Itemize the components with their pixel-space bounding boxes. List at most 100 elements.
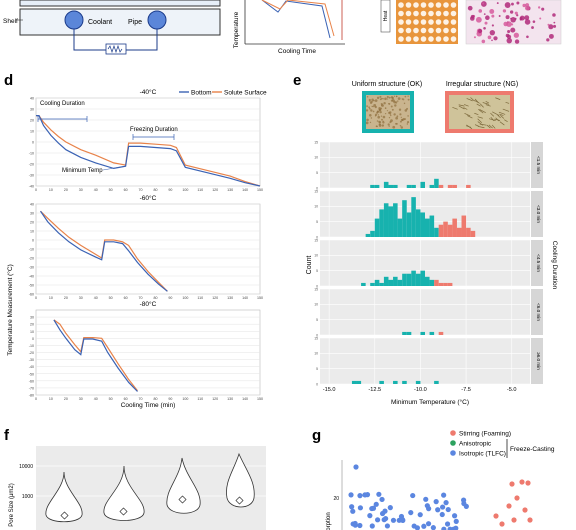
histogram-bar-uniform xyxy=(434,380,439,384)
series-solute-surface xyxy=(40,210,168,292)
tray-hole xyxy=(443,2,449,8)
scatter-point-isotropic xyxy=(453,525,459,530)
facet-y-tick: 0 xyxy=(316,186,318,190)
uniform-speck xyxy=(406,107,409,110)
violin-1-median xyxy=(60,511,69,520)
histo-speck xyxy=(481,39,486,44)
uniform-speck xyxy=(390,96,394,99)
x-tick-label: 140 xyxy=(242,397,248,401)
x-tick-label: 80 xyxy=(153,188,157,192)
x-tick-label: 60 xyxy=(124,188,128,192)
scatter-point-stirring xyxy=(522,507,528,513)
histo-speck xyxy=(489,29,496,36)
histogram-bar-uniform xyxy=(374,184,380,188)
histogram-bar-uniform xyxy=(379,380,384,384)
uniform-speck xyxy=(370,117,373,119)
irregular-fiber xyxy=(482,102,490,105)
histogram-bar-irregular xyxy=(443,282,448,286)
legend-isotropic-label: Isotropic (TLFC) xyxy=(459,451,506,458)
legend-anisotropic-label: Anisotropic xyxy=(459,441,492,448)
tray-hole xyxy=(435,2,442,8)
histogram-bar-uniform xyxy=(425,276,430,286)
irregular-fiber xyxy=(467,115,473,119)
y-tick-label: -60 xyxy=(29,293,34,297)
histo-speck xyxy=(552,13,556,17)
uniform-speck xyxy=(365,121,369,125)
tray-hole xyxy=(450,19,457,25)
facet-bg xyxy=(320,338,530,384)
irregular-fiber xyxy=(499,113,504,116)
histogram-bar-uniform xyxy=(393,203,398,237)
panel-e-x-tick: -10.0 xyxy=(414,387,427,393)
facet-4: 0 5 10 15 <6.0 min xyxy=(314,287,543,337)
scatter-point-isotropic xyxy=(390,517,397,523)
histo-speck xyxy=(496,2,499,5)
x-tick-label: 100 xyxy=(182,296,188,300)
facet-bg xyxy=(320,142,530,188)
x-tick-label: 50 xyxy=(109,188,113,192)
uniform-speck xyxy=(400,126,404,129)
histogram-bar-irregular xyxy=(447,282,453,286)
tray-hole xyxy=(450,2,457,8)
y-tick-label: 40 xyxy=(30,203,34,207)
uniform-speck xyxy=(390,114,392,117)
uniform-speck xyxy=(389,121,392,124)
uniform-speck xyxy=(381,118,383,121)
pipe-left xyxy=(64,10,84,30)
histo-speck xyxy=(548,24,554,30)
x-tick-label: 140 xyxy=(242,296,248,300)
scatter-point-stirring xyxy=(519,479,525,485)
panel-g-ylabel: sorption xyxy=(326,512,332,530)
histogram-bar-uniform xyxy=(411,184,416,188)
y-tick-label: 30 xyxy=(30,316,34,320)
facet-y-tick: 0 xyxy=(316,382,318,386)
uniform-speck xyxy=(379,95,382,98)
series-bottom xyxy=(40,210,168,292)
histogram-bar-irregular xyxy=(438,282,444,286)
irregular-structure-label: Irregular structure (NG) xyxy=(446,81,518,88)
facet-y-tick: 15 xyxy=(314,287,318,291)
scatter-point-isotropic xyxy=(376,491,382,497)
irregular-fiber xyxy=(479,103,484,108)
histo-speck xyxy=(519,18,522,21)
tray-hole xyxy=(413,36,419,42)
facet-bg xyxy=(320,289,530,335)
facet-strip xyxy=(531,289,543,335)
minimum-temp-arrow xyxy=(102,165,127,171)
uniform-speck xyxy=(394,104,397,107)
histo-speck xyxy=(482,2,485,5)
uniform-speck xyxy=(377,115,381,119)
facet-2: 0 5 10 15 <3.0 min xyxy=(314,189,543,239)
histogram-bar-irregular xyxy=(452,184,457,188)
scatter-point-isotropic xyxy=(369,523,375,529)
histo-speck xyxy=(477,28,483,34)
histo-speck xyxy=(553,21,556,24)
histogram-bar-uniform xyxy=(370,184,375,188)
facet-y-tick: 10 xyxy=(314,352,318,356)
x-tick-label: 150 xyxy=(257,296,263,300)
histogram-bar-uniform xyxy=(388,279,394,286)
uniform-speck xyxy=(397,97,401,101)
mini-bottom-curve xyxy=(261,0,331,39)
uniform-speck xyxy=(400,116,402,119)
histogram-bar-uniform xyxy=(374,279,380,286)
tray-hole xyxy=(398,19,404,25)
histogram-bar-uniform xyxy=(397,218,403,237)
uniform-speck xyxy=(396,115,399,118)
uniform-speck xyxy=(371,100,373,103)
panel-f-ylabel: Pore Size (μm2) xyxy=(9,483,15,526)
histogram-bar-irregular xyxy=(447,224,453,237)
uniform-speck xyxy=(395,95,398,98)
histogram-bar-uniform xyxy=(406,273,412,286)
histogram-bar-uniform xyxy=(370,282,375,286)
shelf-label: Shelf xyxy=(3,18,18,25)
scatter-point-isotropic xyxy=(364,492,371,498)
y-tick-label: -10 xyxy=(29,344,34,348)
panel-e-x-tick: -5.0 xyxy=(507,387,517,393)
histo-speck xyxy=(516,1,520,5)
x-tick-label: 0 xyxy=(35,188,37,192)
facet-y-tick: 10 xyxy=(314,156,318,160)
histo-speck xyxy=(493,36,498,41)
scatter-point-stirring xyxy=(514,495,520,501)
